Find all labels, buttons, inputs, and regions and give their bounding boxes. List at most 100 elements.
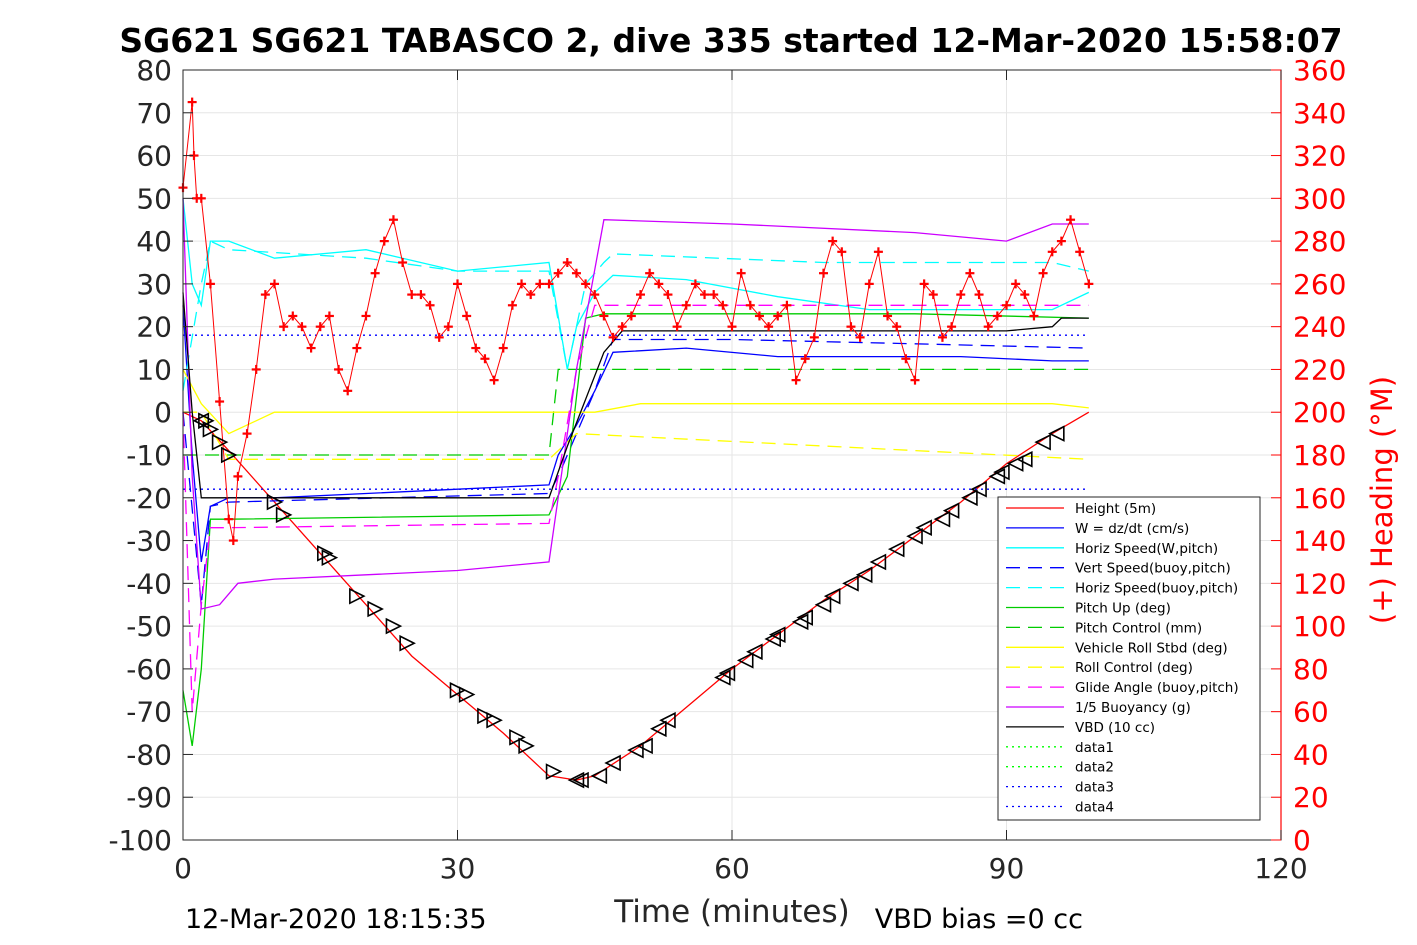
heading-point	[928, 290, 938, 300]
height-sample-marker	[970, 480, 987, 498]
heading-point	[228, 536, 238, 546]
heading-point	[370, 268, 380, 278]
heading-point	[919, 279, 929, 289]
heading-point	[453, 279, 462, 289]
height-sample-marker	[814, 596, 832, 614]
heading-point	[489, 375, 499, 385]
heading-point	[709, 290, 719, 300]
legend-item-w-dz-dt-cm-s: W = dz/dt (cm/s)	[1006, 521, 1189, 537]
heading-point	[974, 290, 984, 300]
y-right-tick-label: 220	[1293, 353, 1346, 386]
heading-point	[361, 311, 371, 321]
legend-label: Vert Speed(buoy,pitch)	[1075, 561, 1231, 577]
series-layer	[182, 198, 1090, 781]
heading-point	[873, 247, 883, 257]
height-sample-marker	[823, 587, 841, 605]
height-sample-marker	[650, 720, 667, 738]
height-sample-marker	[509, 729, 526, 746]
y-right-tick-label: 0	[1293, 824, 1311, 857]
height-sample-marker	[887, 540, 905, 558]
heading-point	[517, 279, 527, 289]
heading-point	[535, 279, 545, 289]
heading-point	[388, 215, 398, 225]
y-right-tick-label: 20	[1293, 781, 1329, 814]
height-sample-marker	[317, 545, 334, 562]
series-line-roll-control-deg	[183, 411, 1089, 460]
heading-point	[352, 343, 362, 353]
heading-point	[690, 279, 700, 289]
height-sample-marker	[604, 754, 621, 772]
heading-point	[507, 300, 517, 310]
footer-timestamp: 12-Mar-2020 18:15:35	[185, 904, 487, 935]
heading-point	[315, 322, 325, 332]
heading-point	[1084, 279, 1094, 289]
height-sample-marker	[1034, 433, 1051, 451]
legend-item-height-5m: Height (5m)	[1006, 501, 1156, 517]
heading-point	[1056, 236, 1066, 246]
heading-point	[306, 343, 316, 353]
heading-point	[956, 290, 966, 300]
heading-point	[471, 343, 481, 353]
heading-point	[553, 268, 563, 278]
legend-item-data3: data3	[1006, 780, 1114, 796]
heading-point	[983, 322, 993, 332]
x-tick-label: 120	[1254, 852, 1307, 885]
heading-point	[233, 471, 243, 481]
y-left-tick-label: -90	[126, 781, 172, 814]
height-sample-marker	[321, 549, 339, 566]
heading-point	[947, 322, 957, 332]
height-sample-marker	[1006, 455, 1024, 472]
y-right-tick-label: 40	[1293, 738, 1329, 771]
legend-label: Vehicle Roll Stbd (deg)	[1075, 640, 1228, 656]
heading-point	[443, 322, 453, 332]
heading-point	[324, 311, 334, 321]
heading-point	[809, 332, 819, 342]
y-left-tick-label: 40	[136, 225, 172, 258]
x-tick-label: 60	[714, 852, 750, 885]
height-sample-marker	[399, 634, 416, 652]
y-right-tick-label: 300	[1293, 182, 1346, 215]
heading-point	[297, 322, 307, 332]
height-sample-marker	[385, 617, 403, 635]
heading-point	[343, 386, 353, 396]
heading-point	[462, 311, 472, 321]
heading-layer	[178, 97, 1094, 546]
heading-point	[764, 322, 774, 332]
heading-point	[700, 290, 710, 300]
heading-point	[379, 236, 389, 246]
heading-point	[205, 279, 215, 289]
legend-label: Pitch Up (deg)	[1075, 601, 1171, 617]
heading-point	[745, 300, 755, 310]
legend-label: data4	[1075, 800, 1114, 816]
legend-item-data2: data2	[1006, 760, 1114, 776]
marker-layer	[192, 412, 1065, 789]
height-sample-marker	[486, 711, 503, 729]
series-line-vehicle-roll-stbd-deg	[182, 369, 1089, 435]
height-sample-marker	[572, 771, 589, 789]
height-sample-marker	[545, 763, 563, 780]
heading-point	[1066, 215, 1076, 225]
heading-point	[663, 290, 673, 300]
height-sample-marker	[906, 527, 923, 545]
height-sample-marker	[567, 771, 585, 789]
heading-point	[626, 311, 636, 321]
height-sample-marker	[275, 506, 293, 524]
x-tick-label: 30	[440, 852, 476, 885]
height-sample-marker	[449, 681, 467, 699]
heading-point	[288, 311, 298, 321]
y-left-tick-label: 70	[136, 97, 172, 130]
heading-point	[526, 290, 536, 300]
heading-point	[736, 268, 746, 278]
heading-point	[910, 375, 920, 385]
legend-label: Horiz Speed(W,pitch)	[1075, 541, 1218, 557]
y-right-tick-label: 80	[1293, 653, 1329, 686]
legend-label: Horiz Speed(buoy,pitch)	[1075, 581, 1238, 597]
height-sample-marker	[942, 502, 960, 519]
height-sample-marker	[518, 737, 535, 755]
series-line-horiz-speed-buoy-pitch	[182, 240, 1089, 391]
series-line-glide-angle-buoy-pitch	[182, 304, 1089, 712]
x-axis-label: Time (minutes)	[613, 894, 849, 930]
legend-label: data3	[1075, 780, 1114, 796]
legend-item-data1: data1	[1006, 740, 1114, 756]
legend-item-1-5-buoyancy-g: 1/5 Buoyancy (g)	[1006, 700, 1191, 716]
